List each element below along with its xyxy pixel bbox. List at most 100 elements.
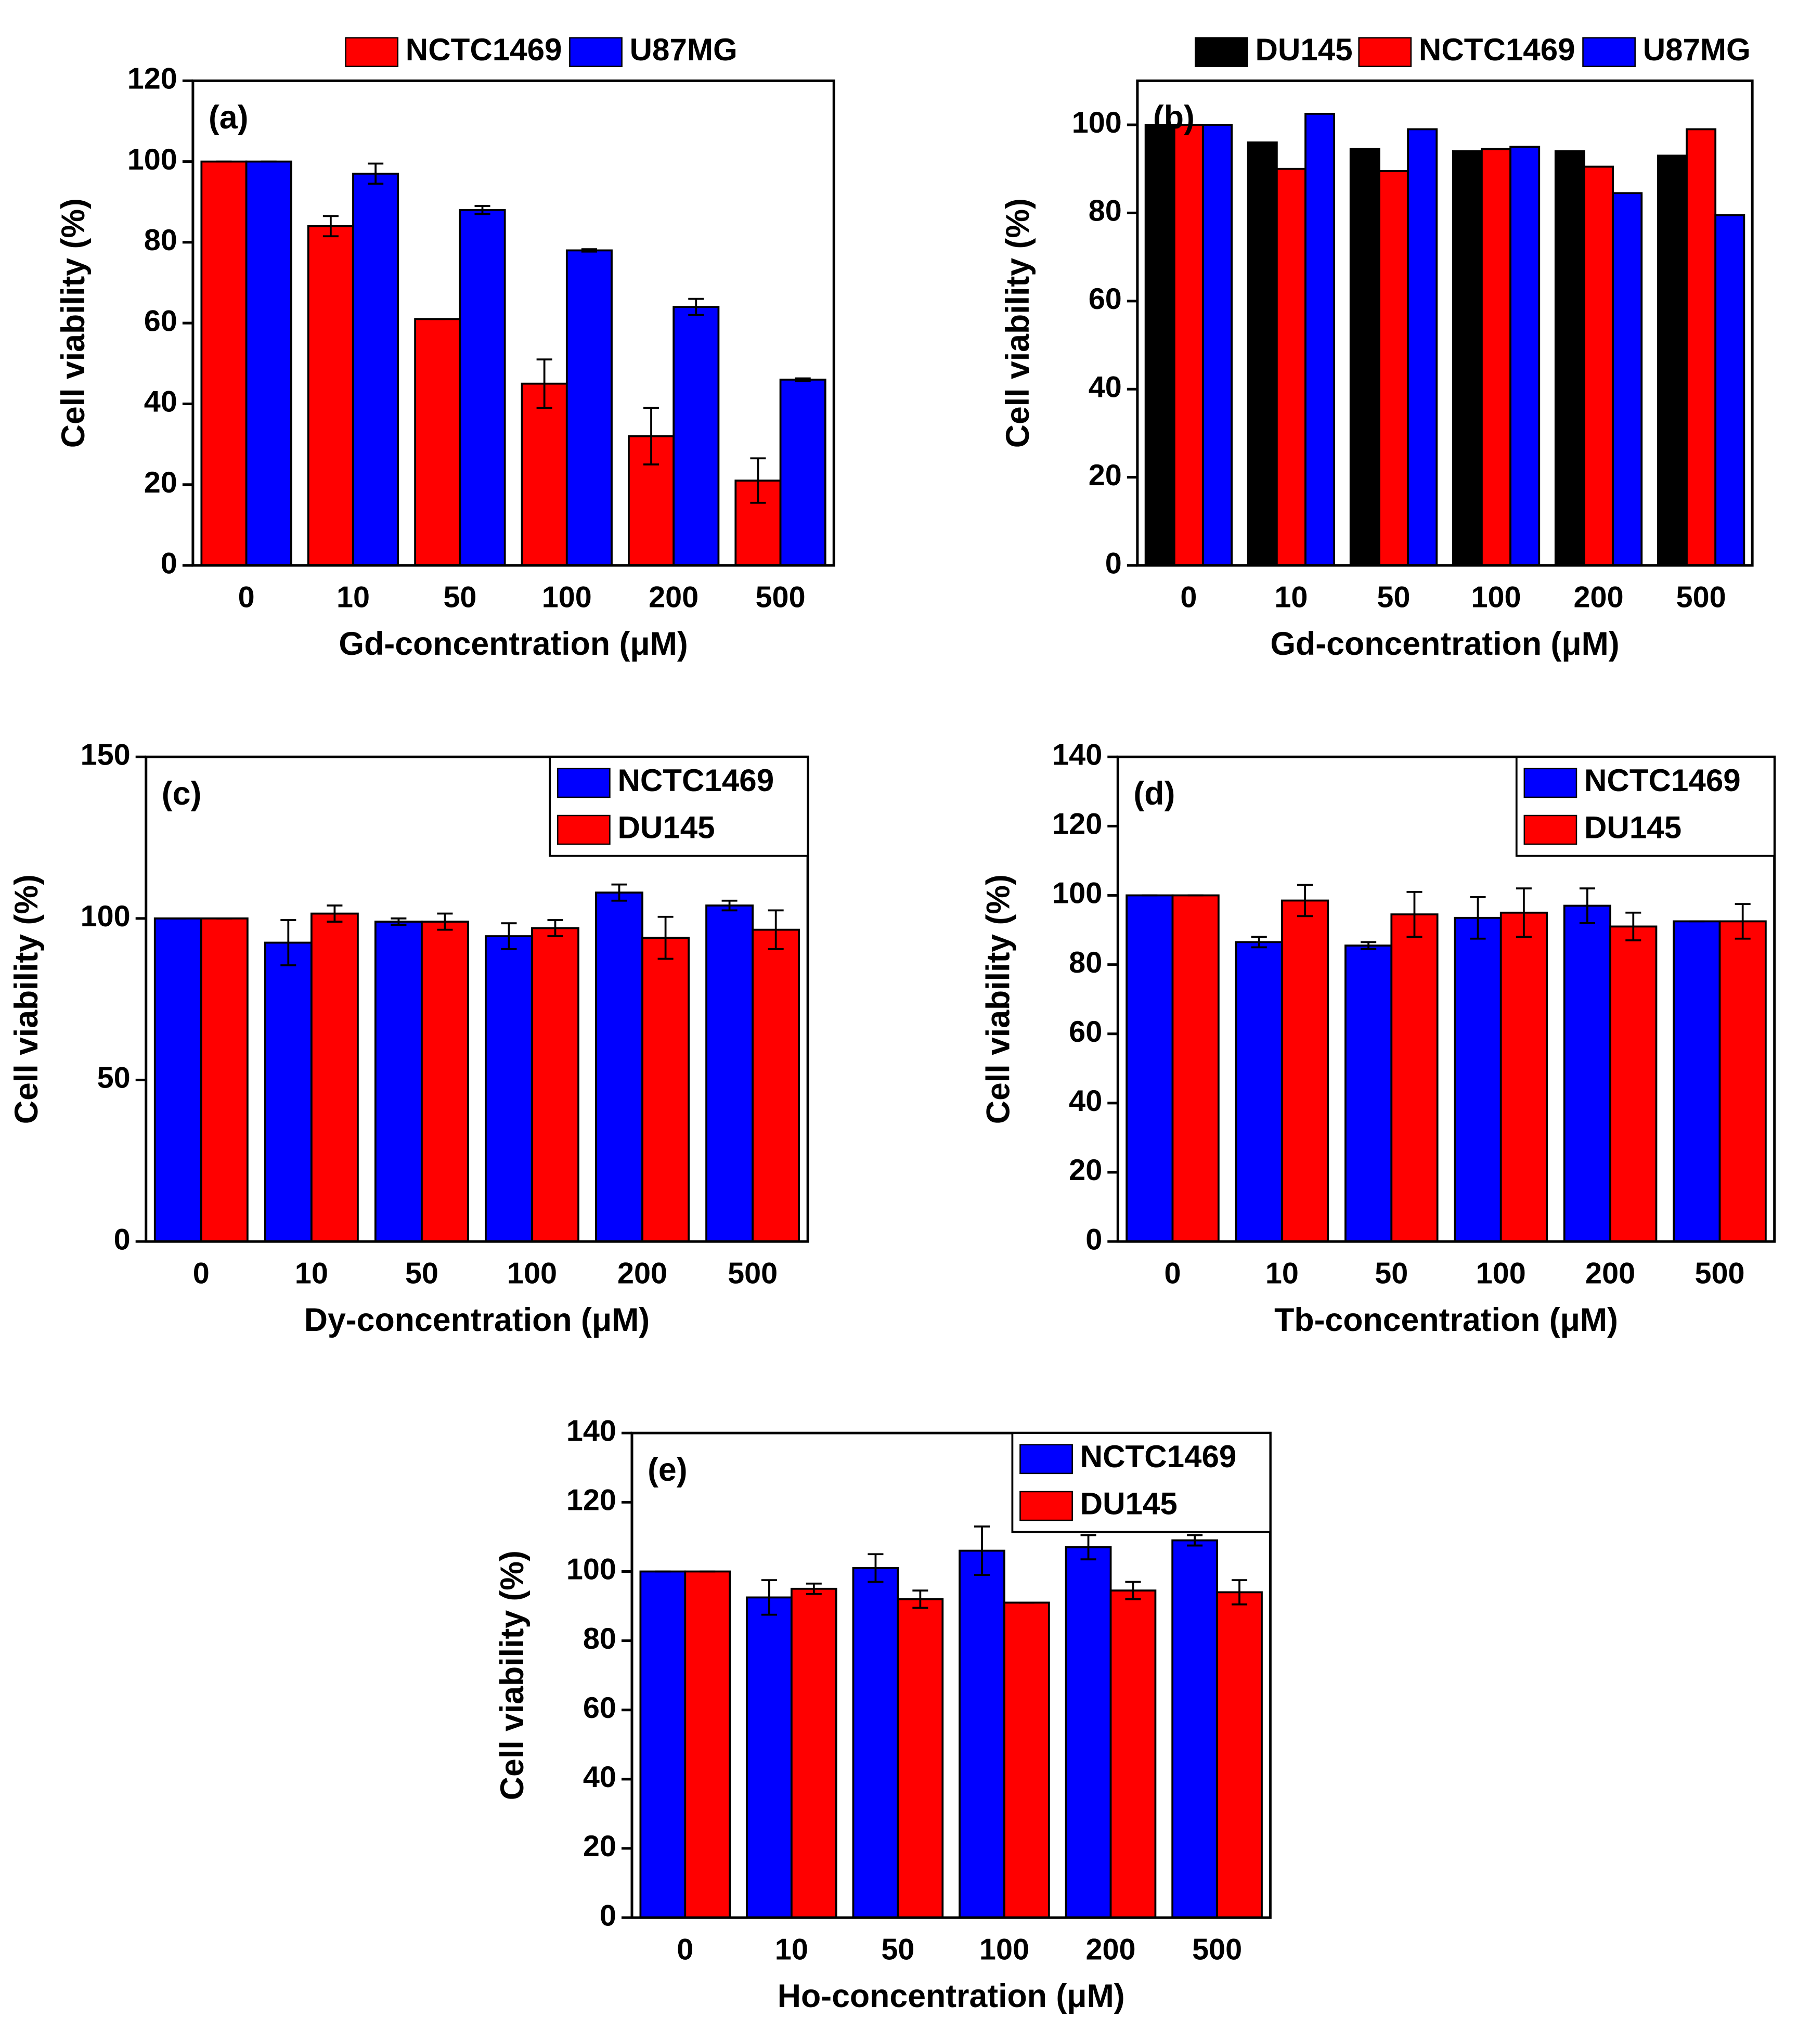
bar [414, 318, 461, 566]
y-tick-label: 0 [161, 547, 177, 580]
bar [1686, 128, 1717, 566]
bar [684, 1570, 731, 1919]
x-tick-label: 0 [677, 1933, 693, 1966]
legend-label: NCTC1469 [406, 32, 562, 67]
plot-frame [191, 79, 835, 567]
bar [1344, 945, 1393, 1243]
x-axis-title: Dy-concentration (μM) [304, 1302, 650, 1338]
error-bar [643, 407, 659, 465]
error-bar [327, 904, 343, 923]
bar [1216, 1591, 1263, 1919]
error-bar [280, 919, 296, 966]
bar [1407, 128, 1438, 566]
bar [1718, 920, 1767, 1243]
panel-label: (a) [209, 99, 249, 136]
bar [1126, 894, 1174, 1243]
y-tick-label: 50 [97, 1062, 131, 1095]
y-tick-label: 80 [144, 224, 177, 257]
y-tick-label: 120 [566, 1484, 616, 1517]
x-axis-title: Tb-concentration (μM) [1274, 1302, 1618, 1338]
bar [1714, 214, 1745, 566]
error-bar [761, 1579, 777, 1616]
error-bar [536, 358, 552, 409]
legend-swatch [1019, 1444, 1073, 1474]
error-bar [322, 215, 339, 238]
y-tick-label: 120 [1052, 808, 1102, 841]
y-tick-label: 40 [1089, 370, 1122, 404]
error-bar [688, 297, 704, 316]
y-tick-label: 40 [144, 385, 177, 419]
legend-label: DU145 [1584, 810, 1681, 845]
legend-label: DU145 [1080, 1486, 1178, 1521]
x-axis-title: Gd-concentration (μM) [339, 626, 688, 662]
bar [531, 927, 579, 1243]
bar [897, 1598, 944, 1919]
x-tick-label: 0 [1180, 580, 1197, 614]
y-tick-label: 60 [1089, 282, 1122, 316]
bar [521, 382, 568, 566]
x-axis-title: Ho-concentration (μM) [778, 1978, 1125, 2014]
x-tick-label: 50 [443, 580, 476, 614]
y-tick-label: 20 [144, 466, 177, 499]
error-bar [1361, 941, 1377, 950]
x-tick-label: 10 [1274, 580, 1308, 614]
bar [1349, 148, 1380, 566]
bar [1481, 148, 1511, 566]
panel-label: (b) [1153, 99, 1195, 136]
error-bar [721, 899, 738, 912]
bar [1304, 112, 1336, 566]
bar [779, 379, 826, 566]
x-tick-label: 100 [979, 1933, 1029, 1966]
error-bar [912, 1589, 928, 1609]
y-tick-label: 0 [114, 1223, 131, 1256]
error-bar [1187, 1534, 1203, 1547]
error-bar [1080, 1534, 1096, 1561]
bar [485, 935, 533, 1243]
bar [1171, 894, 1220, 1243]
bar [1173, 124, 1204, 566]
y-axis-title: Cell viability (%) [980, 874, 1016, 1124]
x-tick-label: 0 [238, 580, 255, 614]
bar [421, 921, 469, 1243]
bar [200, 917, 249, 1243]
plot-frame [1116, 755, 1776, 1243]
x-tick-label: 500 [1694, 1257, 1744, 1290]
y-axis-title: Cell viability (%) [8, 874, 45, 1124]
x-tick-label: 10 [775, 1933, 808, 1966]
x-tick-label: 200 [1574, 580, 1624, 614]
y-tick-label: 60 [583, 1691, 616, 1725]
bar [746, 1596, 793, 1919]
error-bar [1251, 936, 1267, 949]
x-tick-label: 100 [507, 1257, 557, 1290]
legend-swatch [1195, 37, 1248, 67]
y-tick-label: 60 [144, 304, 177, 338]
bar [639, 1570, 687, 1919]
legend-swatch [1358, 37, 1412, 67]
x-tick-label: 50 [881, 1933, 914, 1966]
error-bar [391, 917, 407, 926]
y-tick-label: 80 [583, 1622, 616, 1655]
bar [310, 912, 359, 1243]
y-tick-label: 0 [1085, 1223, 1102, 1256]
legend-label: NCTC1469 [617, 763, 774, 798]
bar [1583, 165, 1614, 566]
legend-swatch [557, 768, 611, 798]
bar [790, 1587, 837, 1919]
y-tick-label: 40 [583, 1761, 616, 1794]
bar [1452, 150, 1483, 566]
error-bar [1579, 887, 1595, 924]
x-tick-label: 200 [1585, 1257, 1635, 1290]
bar [641, 937, 690, 1243]
error-bar [657, 915, 674, 960]
legend-label: NCTC1469 [1080, 1439, 1237, 1474]
x-tick-label: 0 [193, 1257, 210, 1290]
x-tick-label: 500 [728, 1257, 778, 1290]
bar [245, 160, 292, 566]
x-tick-label: 10 [295, 1257, 328, 1290]
bar [672, 306, 720, 566]
bar [352, 173, 399, 566]
y-tick-label: 150 [81, 738, 131, 771]
x-tick-label: 100 [1476, 1257, 1526, 1290]
